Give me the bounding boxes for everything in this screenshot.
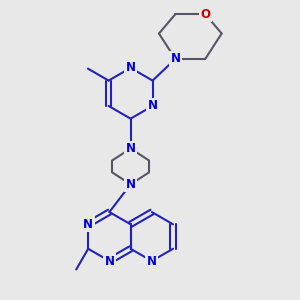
Text: N: N bbox=[148, 100, 158, 112]
Text: N: N bbox=[147, 254, 157, 268]
Text: N: N bbox=[104, 254, 114, 268]
Text: N: N bbox=[126, 178, 136, 191]
Text: N: N bbox=[126, 142, 136, 155]
Text: N: N bbox=[170, 52, 180, 65]
Text: N: N bbox=[83, 218, 93, 231]
Text: N: N bbox=[126, 61, 136, 74]
Text: O: O bbox=[200, 8, 210, 21]
